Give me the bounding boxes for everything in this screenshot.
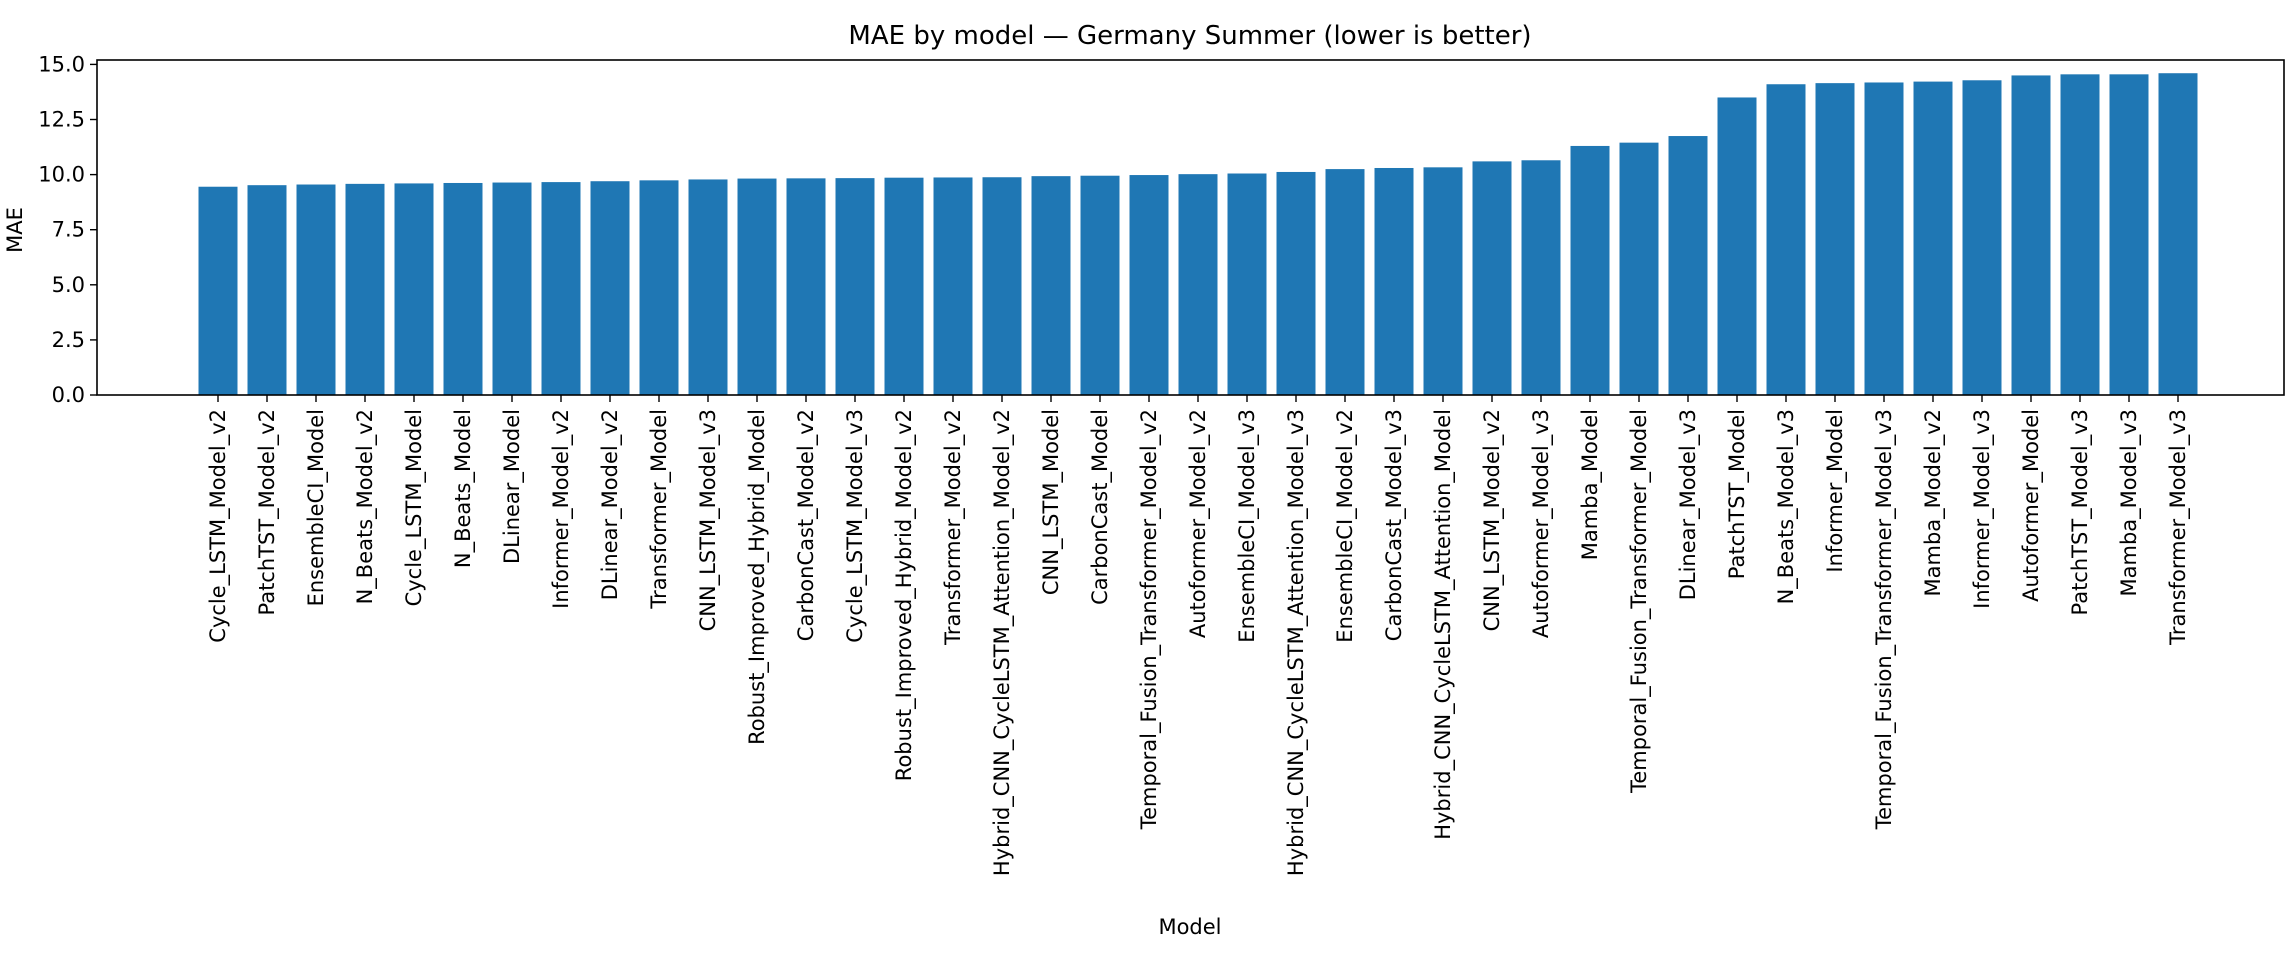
y-tick-label: 7.5: [52, 218, 85, 242]
bar: [1668, 136, 1708, 396]
bar: [1766, 84, 1806, 396]
x-tick-label: DLinear_Model: [500, 409, 525, 564]
bar: [1815, 83, 1855, 395]
x-tick-label: DLinear_Model_v3: [1676, 409, 1701, 600]
chart-title: MAE by model — Germany Summer (lower is …: [848, 21, 1531, 51]
bar: [1325, 169, 1365, 395]
y-tick-label: 0.0: [52, 383, 85, 407]
bar: [2011, 75, 2051, 396]
x-tick-label: Cycle_LSTM_Model_v3: [843, 409, 868, 643]
bar: [639, 180, 679, 395]
x-tick-label: CNN_LSTM_Model_v2: [1480, 409, 1505, 631]
bar: [1570, 145, 1610, 395]
bar: [443, 182, 483, 395]
y-axis-label: MAE: [3, 207, 27, 253]
bar: [688, 179, 728, 395]
x-tick-label: EnsembleCI_Model_v2: [1333, 409, 1358, 643]
x-tick-label: EnsembleCI_Model: [304, 409, 329, 606]
x-tick-label: Temporal_Fusion_Transformer_Model_v3: [1872, 409, 1897, 830]
x-tick-label: Hybrid_CNN_CycleLSTM_Attention_Model_v2: [990, 409, 1015, 876]
bar: [1521, 160, 1561, 395]
bar: [2060, 74, 2100, 395]
x-tick-label: PatchTST_Model: [1725, 409, 1750, 579]
y-tick-label: 15.0: [38, 52, 85, 76]
bar: [296, 184, 336, 395]
bar: [786, 178, 826, 395]
bar: [1423, 167, 1463, 395]
bar: [884, 177, 924, 395]
x-tick-label: CNN_LSTM_Model: [1039, 409, 1064, 595]
x-tick-label: Cycle_LSTM_Model: [402, 409, 427, 606]
x-tick-label: Robust_Improved_Hybrid_Model: [745, 409, 770, 745]
x-tick-label: Autoformer_Model_v3: [1529, 409, 1554, 638]
bar: [1472, 161, 1512, 395]
bar: [1864, 82, 1904, 395]
x-tick-label: DLinear_Model_v2: [598, 409, 623, 600]
x-tick-label: EnsembleCI_Model_v3: [1235, 409, 1260, 643]
x-tick-label: CNN_LSTM_Model_v3: [696, 409, 721, 631]
bar: [1962, 80, 2002, 395]
y-axis: 0.0 2.5 5.0 7.5 10.0 12.5 15.0: [38, 52, 97, 407]
bar: [1031, 176, 1071, 395]
bar: [394, 183, 434, 395]
x-tick-label: Hybrid_CNN_CycleLSTM_Attention_Model_v3: [1284, 409, 1309, 876]
bar: [541, 182, 581, 395]
bar: [737, 178, 777, 395]
x-tick-label: Informer_Model: [1823, 409, 1848, 573]
x-tick-label: PatchTST_Model_v3: [2068, 409, 2093, 616]
x-tick-label: Mamba_Model_v3: [2117, 409, 2142, 596]
x-tick-label: Transformer_Model_v3: [2166, 409, 2191, 646]
bar: [1619, 142, 1659, 395]
bar: [835, 178, 875, 395]
x-tick-label: Cycle_LSTM_Model_v2: [206, 409, 231, 643]
bar: [492, 182, 532, 395]
bar: [1080, 175, 1120, 395]
x-tick-label: Informer_Model_v2: [549, 409, 574, 609]
bar: [1129, 175, 1169, 395]
bar: [2158, 73, 2198, 395]
x-tick-label: Temporal_Fusion_Transformer_Model_v2: [1137, 409, 1162, 830]
x-tick-label: N_Beats_Model_v3: [1774, 409, 1799, 604]
bar: [198, 186, 238, 395]
y-tick-label: 12.5: [38, 108, 85, 132]
x-tick-label: Mamba_Model_v2: [1921, 409, 1946, 596]
y-tick-label: 2.5: [52, 328, 85, 352]
bar: [345, 183, 385, 395]
y-tick-label: 5.0: [52, 273, 85, 297]
x-tick-label: CarbonCast_Model: [1088, 409, 1113, 605]
x-tick-label: CarbonCast_Model_v2: [794, 409, 819, 641]
bar: [2109, 74, 2149, 395]
x-tick-label: Mamba_Model: [1578, 409, 1603, 560]
bar: [590, 181, 630, 395]
x-axis-label: Model: [1158, 915, 1221, 939]
bar: [247, 185, 287, 395]
bar: [1717, 97, 1757, 395]
bar: [1913, 81, 1953, 395]
x-tick-label: Autoformer_Model: [2019, 409, 2044, 602]
x-tick-label: PatchTST_Model_v2: [255, 409, 280, 616]
bar: [1227, 173, 1267, 395]
bar: [1374, 167, 1414, 395]
x-axis: Cycle_LSTM_Model_v2 PatchTST_Model_v2 Ense…: [206, 395, 2191, 876]
y-tick-label: 10.0: [38, 163, 85, 187]
x-tick-label: Transformer_Model_v2: [941, 409, 966, 646]
x-tick-label: Robust_Improved_Hybrid_Model_v2: [892, 409, 917, 781]
x-tick-label: CarbonCast_Model_v3: [1382, 409, 1407, 641]
x-tick-label: N_Beats_Model: [451, 409, 476, 568]
x-tick-label: Temporal_Fusion_Transformer_Model: [1627, 409, 1652, 794]
plot-frame: [96, 59, 2285, 396]
bar: [1178, 174, 1218, 395]
x-tick-label: Autoformer_Model_v2: [1186, 409, 1211, 638]
x-tick-label: Hybrid_CNN_CycleLSTM_Attention_Model: [1431, 409, 1456, 840]
bar: [933, 177, 973, 395]
bar: [982, 177, 1022, 395]
bars-group: [198, 73, 2198, 396]
x-tick-label: Transformer_Model: [647, 409, 672, 610]
x-tick-label: Informer_Model_v3: [1970, 409, 1995, 609]
bar: [1276, 171, 1316, 395]
x-tick-label: N_Beats_Model_v2: [353, 409, 378, 604]
